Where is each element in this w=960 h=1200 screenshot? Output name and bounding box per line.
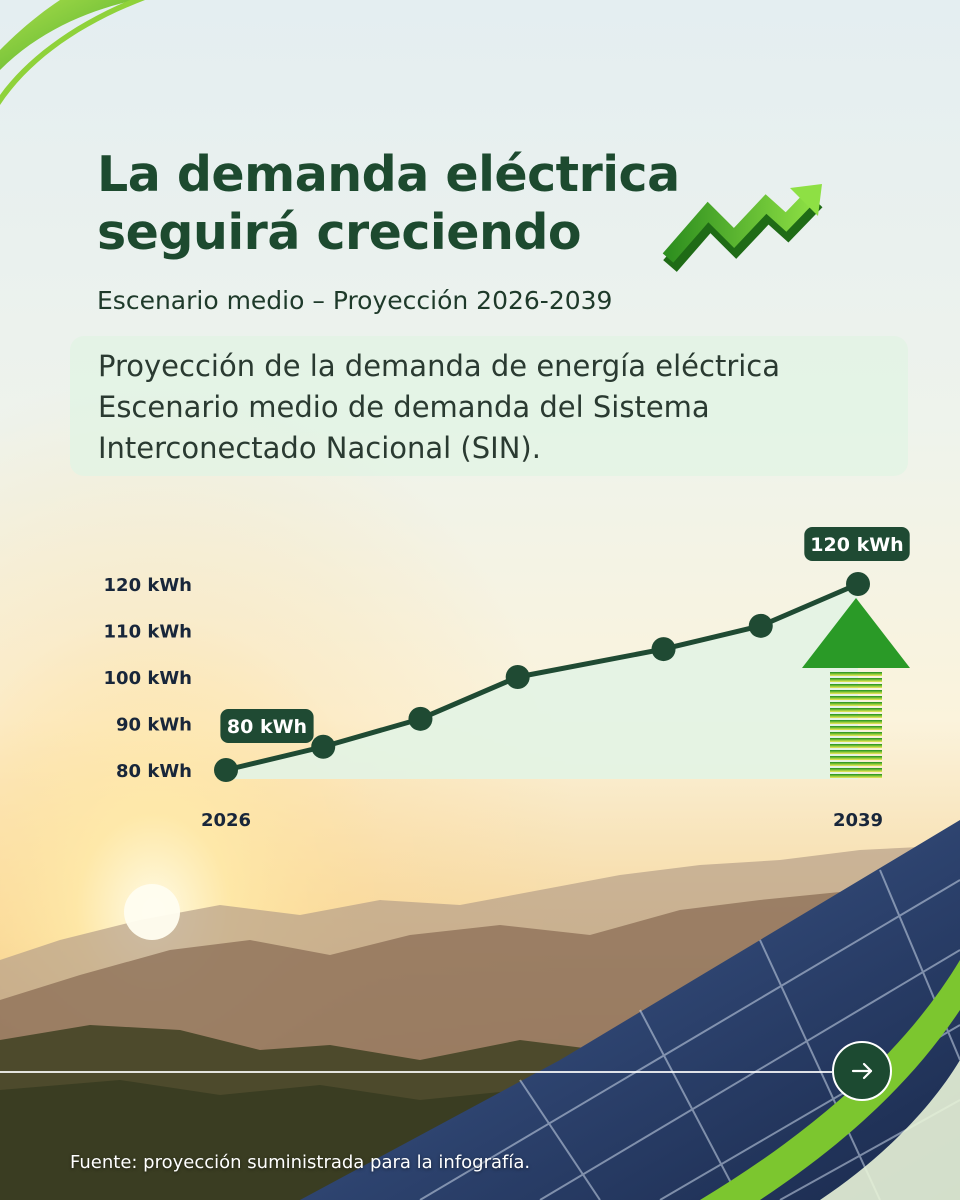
source-note: Fuente: proyección suministrada para la … bbox=[70, 1152, 531, 1173]
growth-arrow-stripe bbox=[830, 714, 882, 718]
x-tick-label: 2026 bbox=[201, 810, 251, 831]
data-point bbox=[214, 758, 238, 782]
data-point bbox=[651, 637, 676, 662]
growth-arrow-stripe bbox=[830, 690, 882, 694]
info-box: Proyección de la demanda de energía eléc… bbox=[70, 336, 908, 476]
growth-arrow-stripe bbox=[830, 762, 882, 766]
growth-arrow-stripe bbox=[830, 726, 882, 730]
growth-arrow-stripe bbox=[830, 738, 882, 742]
growth-arrow-stripe bbox=[830, 774, 882, 778]
page-title: La demanda eléctrica seguirá creciendo bbox=[97, 146, 797, 262]
growth-arrow-stripe bbox=[830, 708, 882, 712]
footer-divider bbox=[0, 1071, 832, 1073]
growth-arrow-stripe bbox=[830, 732, 882, 736]
growth-arrow-stripe bbox=[830, 756, 882, 760]
data-label: 80 kWh bbox=[220, 709, 314, 743]
growth-arrow-stripe bbox=[830, 744, 882, 748]
data-label: 120 kWh bbox=[804, 527, 910, 561]
data-point bbox=[311, 734, 336, 759]
info-line-1: Proyección de la demanda de energía eléc… bbox=[98, 349, 781, 383]
growth-arrow-stripe bbox=[830, 720, 882, 724]
y-tick-label: 110 kWh bbox=[104, 622, 192, 643]
growth-arrow-stripe bbox=[830, 768, 882, 772]
growth-arrow-stripe bbox=[830, 702, 882, 706]
growth-arrow-stripe bbox=[830, 672, 882, 676]
info-line-2: Escenario medio de demanda del Sistema bbox=[98, 390, 710, 424]
title-line-1: La demanda eléctrica bbox=[97, 146, 680, 203]
y-tick-label: 120 kWh bbox=[104, 575, 192, 596]
y-tick-label: 100 kWh bbox=[104, 668, 192, 689]
growth-arrow-stripe bbox=[830, 696, 882, 700]
x-tick-label: 2039 bbox=[833, 810, 883, 831]
title-line-2: seguirá creciendo bbox=[97, 204, 582, 261]
next-button[interactable] bbox=[832, 1041, 892, 1101]
growth-arrow-stripe bbox=[830, 750, 882, 754]
data-point bbox=[748, 613, 773, 638]
subtitle: Escenario medio – Proyección 2026-2039 bbox=[97, 286, 613, 315]
arrow-right-icon bbox=[851, 1062, 873, 1080]
y-tick-label: 90 kWh bbox=[116, 715, 192, 736]
data-point bbox=[408, 706, 433, 731]
growth-arrow-stripe bbox=[830, 678, 882, 682]
svg-text:120 kWh: 120 kWh bbox=[810, 534, 903, 556]
y-tick-label: 80 kWh bbox=[116, 761, 192, 782]
growth-arrow-stripe bbox=[830, 684, 882, 688]
svg-text:80 kWh: 80 kWh bbox=[227, 716, 307, 738]
info-line-3: Interconectado Nacional (SIN). bbox=[98, 431, 541, 465]
data-point bbox=[846, 572, 870, 596]
growth-arrow-icon bbox=[802, 598, 910, 778]
data-point bbox=[505, 665, 530, 689]
